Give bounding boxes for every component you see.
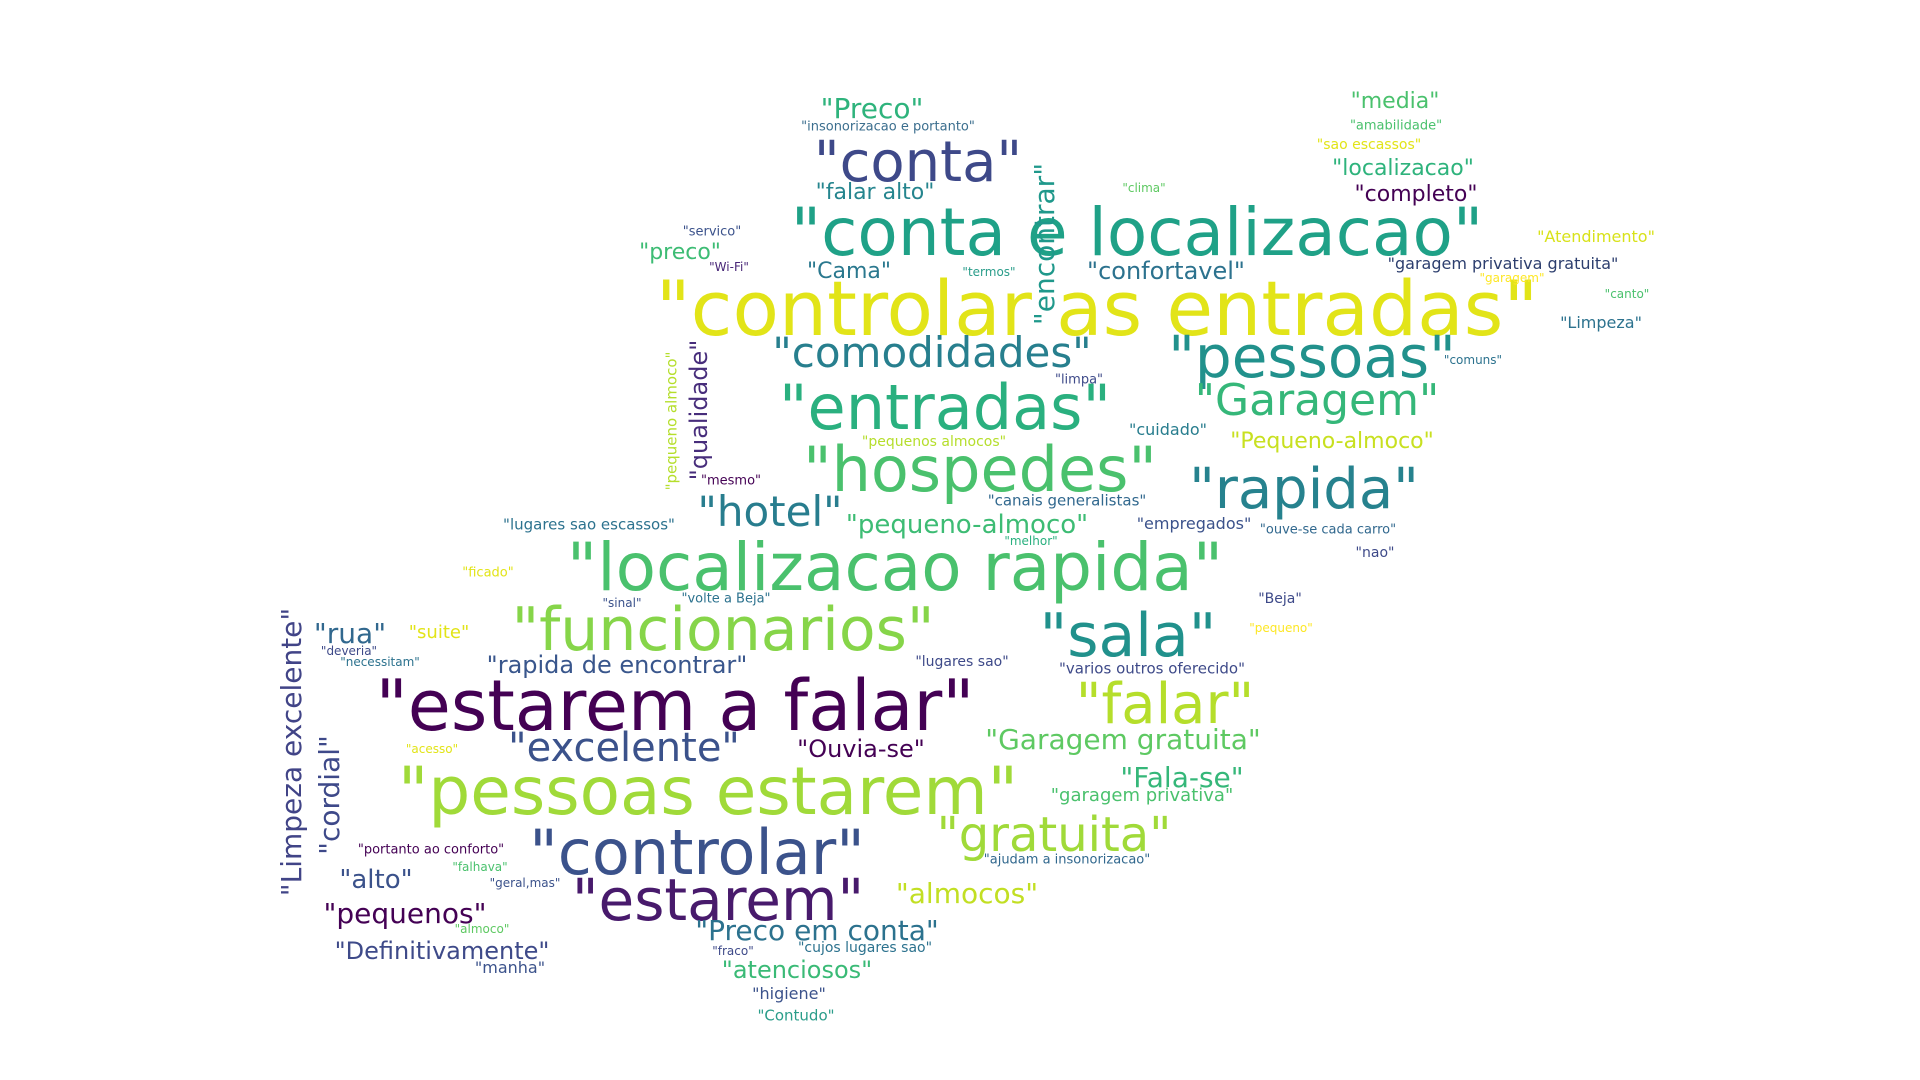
word-cama: "Cama" — [807, 259, 891, 284]
word-empregados: "empregados" — [1136, 514, 1252, 533]
word-pessoas-estarem: "pessoas estarem" — [397, 753, 1019, 830]
word-canto: "canto" — [1604, 287, 1650, 301]
word-hospedes: "hospedes" — [803, 433, 1157, 506]
word-controlar-as-entradas: "controlar as entradas" — [655, 264, 1539, 353]
word-wi-fi: "Wi-Fi" — [709, 260, 749, 274]
word-lugares-sao-escassos: "lugares sao escassos" — [503, 515, 675, 534]
word-mesmo: "mesmo" — [700, 473, 762, 489]
word-pequeno-almoco-capital: "Pequeno-almoco" — [1230, 429, 1434, 454]
word-pequenos-almocos: "pequenos almocos" — [861, 434, 1007, 450]
word-rapida: "rapida" — [1189, 457, 1419, 522]
word-definitivamente: "Definitivamente" — [334, 937, 550, 965]
word-media: "media" — [1350, 89, 1440, 114]
word-pequenos: "pequenos" — [323, 897, 487, 930]
word-atendimento: "Atendimento" — [1537, 227, 1655, 246]
word-termos: "termos" — [962, 265, 1016, 279]
word-hotel: "hotel" — [697, 487, 843, 536]
word-manha: "manha" — [474, 958, 546, 977]
word-ajudam-a-insonorizacao: "ajudam a insonorizacao" — [983, 852, 1151, 868]
word-melhor: "melhor" — [1004, 534, 1058, 548]
word-pequeno: "pequeno" — [1249, 621, 1313, 635]
word-deveria: "deveria" — [320, 644, 378, 658]
word-higiene: "higiene" — [752, 984, 826, 1003]
word-pequeno-almoco-vertical: "pequeno almoco" — [662, 351, 681, 491]
word-beja: "Beja" — [1258, 591, 1302, 607]
word-encontrar-vertical: "encontrar" — [1028, 162, 1061, 326]
word-fraco: "fraco" — [712, 944, 754, 958]
word-limpeza-excelente-vertical: "Limpeza excelente" — [275, 607, 308, 897]
word-rapida-de-encontrar: "rapida de encontrar" — [486, 651, 748, 679]
word-funcionarios: "funcionarios" — [511, 595, 935, 665]
word-limpeza: "Limpeza" — [1560, 313, 1642, 332]
word-falhava: "falhava" — [452, 860, 508, 874]
word-garagem-gratuita: "Garagem gratuita" — [985, 723, 1261, 756]
word-preco: "preco" — [639, 240, 721, 265]
word-garagem-privativa-gratuita: "garagem privativa gratuita" — [1387, 254, 1619, 273]
word-necessitam: "necessitam" — [340, 655, 420, 669]
word-suite: "suite" — [408, 622, 470, 643]
word-estarem: "estarem" — [571, 866, 865, 934]
word-insonorizacao-e-portanto: "insonorizacao e portanto" — [801, 119, 975, 135]
word-geral-mas: "geral,mas" — [489, 876, 561, 890]
word-pessoas: "pessoas" — [1168, 323, 1456, 391]
word-completo: "completo" — [1354, 182, 1478, 207]
word-comuns: "comuns" — [1443, 353, 1503, 367]
word-falar-alto: "falar alto" — [815, 180, 935, 205]
word-garagem: "Garagem" — [1194, 375, 1440, 426]
word-pequeno-almoco: "pequeno-almoco" — [845, 510, 1089, 540]
word-excelente: "excelente" — [508, 725, 740, 771]
word-sao-escassos: "sao escassos" — [1316, 137, 1422, 153]
word-alto: "alto" — [339, 865, 413, 895]
word-cordial-vertical: "cordial" — [313, 735, 346, 855]
word-localizacao: "localizacao" — [1332, 156, 1474, 181]
word-controlar: "controlar" — [529, 816, 865, 889]
word-atenciosos: "atenciosos" — [721, 956, 873, 984]
word-sinal: "sinal" — [602, 596, 642, 610]
word-localizacao-rapida: "localizacao rapida" — [566, 529, 1224, 606]
word-almocos: "almocos" — [895, 877, 1039, 910]
word-amabilidade: "amabilidade" — [1349, 118, 1443, 134]
word-ouvia-se: "Ouvia-se" — [797, 735, 925, 763]
word-garagem-privativa: "garagem privativa" — [1050, 785, 1234, 806]
word-confortavel: "confortavel" — [1087, 257, 1245, 285]
word-nao: "nao" — [1355, 545, 1395, 561]
word-entradas: "entradas" — [779, 371, 1111, 444]
word-almoco: "almoco" — [454, 922, 510, 936]
word-gratuita: "gratuita" — [936, 807, 1172, 863]
word-servico: "servico" — [682, 224, 742, 240]
word-lugares-sao: "lugares sao" — [915, 654, 1009, 670]
word-garagem-small: "garagem" — [1479, 271, 1545, 285]
word-sala: "sala" — [1039, 601, 1217, 671]
word-portanto-ao-conforto: "portanto ao conforto" — [357, 842, 505, 858]
word-conta-e-localizacao: "conta e localizacao" — [790, 194, 1484, 271]
word-clima: "clima" — [1122, 181, 1166, 195]
word-fala-se: "Fala-se" — [1120, 761, 1244, 794]
word-preco-em-conta: "Preco em conta" — [695, 914, 939, 947]
word-cuidado: "cuidado" — [1128, 420, 1208, 439]
word-limpa: "limpa" — [1054, 372, 1104, 388]
word-acesso: "acesso" — [405, 742, 459, 756]
word-canais-generalistas: "canais generalistas" — [987, 491, 1147, 510]
word-varios-outros-oferecido: "varios outros oferecido" — [1059, 659, 1245, 678]
word-falar: "falar" — [1075, 672, 1255, 737]
word-contudo: "Contudo" — [757, 1006, 835, 1025]
word-estarem-a-falar: "estarem a falar" — [375, 665, 975, 747]
word-conta: "conta" — [813, 130, 1023, 195]
word-ficado: "ficado" — [462, 565, 514, 581]
word-volte-a-beja: "volte a Beja" — [681, 591, 771, 607]
word-cujos-lugares-sao: "cujos lugares sao" — [797, 940, 933, 956]
word-rua: "rua" — [313, 617, 387, 650]
word-qualidade-vertical: "qualidade" — [685, 339, 713, 481]
word-comodidades: "comodidades" — [772, 328, 1092, 377]
word-preco-capital: "Preco" — [820, 92, 924, 125]
word-ouve-se-cada-carro: "ouve-se cada carro" — [1259, 522, 1397, 538]
